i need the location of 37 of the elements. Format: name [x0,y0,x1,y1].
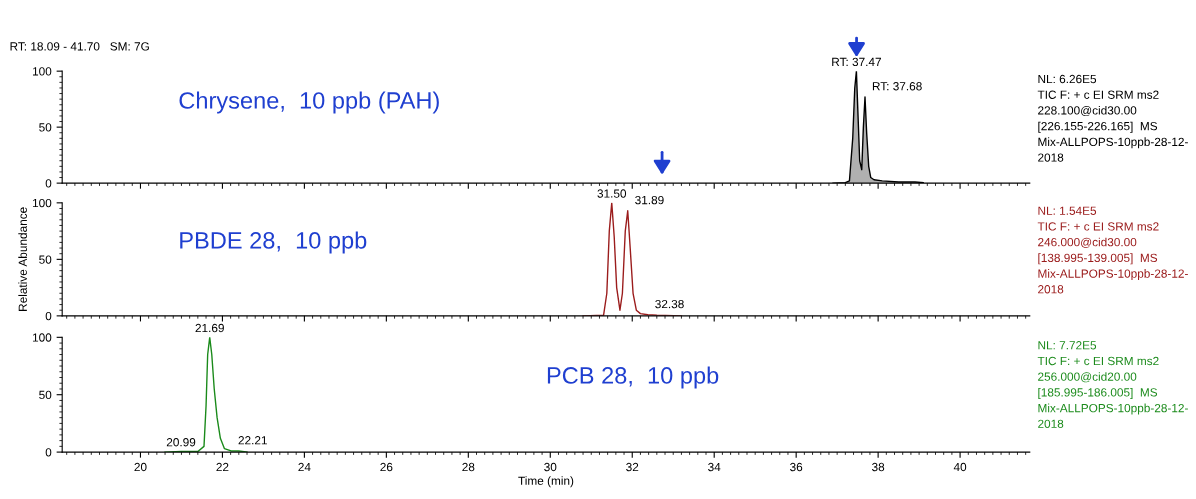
annotation: Chrysene, 10 ppb (PAH) [179,91,439,114]
text: NL: 7.72E5 TIC F: + c EI SRM ms2 256.000@cid20.00 [185.995-186.005] MS Mix-ALLPOPS-10ppb-28-12- 2018 [1037,341,1188,428]
y-tick-label: 0 [45,448,52,457]
x-tick-label: 22 [216,462,229,472]
x-axis-title: Time (min) [518,476,574,488]
y-tick-label: 50 [39,255,52,264]
annotation: 31.89 [635,195,664,205]
x-tick-label: 30 [544,462,557,472]
annotation: RT: 37.47 [832,57,881,67]
annotation: RT: 37.68 [872,82,922,91]
x-tick-label: 38 [872,462,885,472]
y-tick-label: 0 [45,179,52,188]
annotation: 21.69 [195,323,224,333]
y-tick-label: 0 [45,311,52,321]
annotation: PBDE 28, 10 ppb [180,231,367,254]
x-tick-label: 36 [790,462,803,472]
annotation: 20.99 [166,438,196,447]
y-tick-label: 100 [32,198,52,208]
y-tick-label: 50 [39,123,52,132]
chart-title: RT: 18.09 - 41.70 SM: 7G [10,42,149,51]
x-tick-label: 20 [134,462,147,472]
annotation: PCB 28, 10 ppb [547,366,719,389]
x-tick-label: 34 [708,462,721,472]
y-tick-label: 100 [32,333,52,342]
text: NL: 6.26E5 TIC F: + c EI SRM ms2 228.100@cid30.00 [226.155-226.165] MS Mix-ALLPOPS-10ppb-28-12- 2018 [1037,74,1188,162]
y-axis-title: Relative Abundance [18,207,27,311]
x-tick-label: 32 [626,462,639,472]
x-tick-label: 24 [298,462,311,472]
y-tick-label: 50 [39,390,52,400]
x-tick-label: 26 [380,462,393,472]
x-tick-label: 40 [953,462,967,472]
annotation: 22.21 [238,436,267,445]
x-tick-label: 28 [462,462,475,472]
annotation: 32.38 [655,299,684,309]
annotation: 31.50 [597,189,627,198]
y-tick-label: 100 [32,67,52,76]
text: NL: 1.54E5 TIC F: + c EI SRM ms2 246.000@cid30.00 [138.995-139.005] MS Mix-ALLPOPS-10ppb-28-12- 2018 [1037,206,1188,294]
